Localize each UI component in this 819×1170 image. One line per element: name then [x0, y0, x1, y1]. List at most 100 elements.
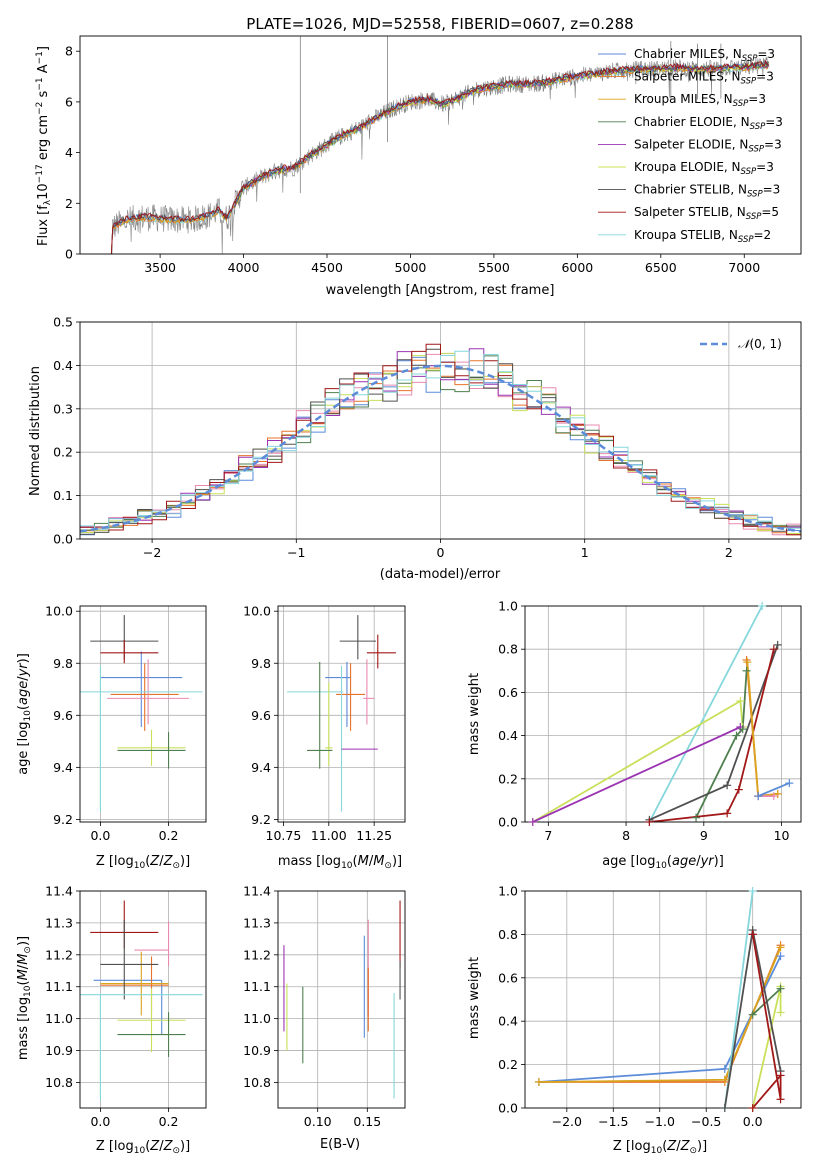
y-tick-label: 11.3: [45, 915, 73, 930]
x-tick-label: 0: [437, 545, 445, 560]
weight-vs-Z-ylabel: mass weight: [467, 957, 482, 1039]
normal-curve: [80, 364, 801, 533]
y-tick-label: 9.4: [251, 760, 271, 775]
weight-vs-age-ylabel: mass weight: [467, 673, 482, 755]
x-tick-label: 0.15: [353, 1114, 381, 1129]
x-tick-label: 6000: [561, 260, 593, 275]
y-tick-label: 0: [65, 247, 73, 262]
x-tick-label: 4000: [228, 260, 260, 275]
plot-area: [80, 615, 203, 812]
y-tick-label: 10.0: [243, 604, 271, 619]
y-tick-label: 1.0: [498, 884, 518, 899]
weight-vs-age-panel: 7 8 9 10 0.0 0.2 0.4 0.6 0.8 1.0: [498, 599, 802, 843]
age-vs-Z-panel: 0.0 0.2 9.2 9.4 9.6 9.8 10.0: [45, 604, 207, 843]
y-tick-label: 9.6: [251, 708, 271, 723]
x-tick-label: 5500: [478, 260, 510, 275]
weight-marker: [720, 1064, 729, 1073]
weight-line: [648, 606, 763, 822]
legend-label: Kroupa STELIB, NSSP=2: [634, 228, 771, 245]
weight-marker: [776, 984, 785, 993]
axes-frame: [524, 890, 802, 1109]
weight-line: [695, 670, 748, 819]
axes-frame: [79, 605, 207, 823]
weight-marker: [720, 1104, 729, 1112]
y-tick-label: 11.0: [243, 1011, 271, 1026]
y-tick-label: 11.2: [243, 947, 271, 962]
y-tick-label: 0.8: [498, 927, 518, 942]
mass-vs-ebv-panel: 0.10 0.15 10.8 10.9 11.0 11.1 11.2 11.3 11.4: [243, 884, 406, 1129]
y-tick-label: 0.0: [498, 815, 518, 830]
weight-marker: [773, 640, 782, 649]
y-tick-label: 0.4: [53, 358, 73, 373]
y-tick-label: 9.4: [53, 760, 73, 775]
y-tick-label: 8: [65, 44, 73, 59]
weight-marker: [769, 645, 778, 654]
weight-marker: [776, 1095, 785, 1104]
age-vs-mass-panel: 10.75 11.00 11.25 9.2 9.4 9.6 9.8 10.0: [243, 604, 406, 843]
y-tick-label: 0.2: [53, 445, 73, 460]
plot-area: [283, 900, 401, 1099]
mass-vs-ebv-xlabel: E(B-V): [320, 1137, 360, 1152]
residuals-panel: −2 −1 0 1 2 0.0 0.1 0.2 0.3 0.4 0.5: [53, 315, 802, 560]
y-tick-label: 10.8: [243, 1075, 271, 1090]
x-tick-label: 7: [544, 828, 552, 843]
y-tick-label: 11.0: [45, 1011, 73, 1026]
y-tick-label: 11.4: [45, 884, 73, 899]
y-tick-label: 0.2: [498, 1057, 518, 1072]
x-tick-label: 10.75: [266, 828, 302, 843]
axes-frame: [79, 35, 802, 255]
y-tick-label: 11.2: [45, 947, 73, 962]
y-tick-label: 0.0: [498, 1101, 518, 1116]
spectrum-title: PLATE=1026, MJD=52558, FIBERID=0607, z=0…: [246, 15, 633, 33]
weight-line: [532, 726, 741, 822]
plot-area: [80, 343, 801, 536]
weight-marker: [534, 1077, 543, 1086]
y-tick-label: 10.8: [45, 1075, 73, 1090]
y-tick-label: 10.9: [243, 1043, 271, 1058]
axes-frame: [79, 890, 207, 1109]
x-tick-label: 0.0: [90, 1114, 110, 1129]
weight-line: [751, 934, 782, 1108]
y-tick-label: 2: [65, 196, 73, 211]
weight-marker: [776, 1008, 785, 1017]
weight-marker: [720, 1075, 729, 1084]
x-tick-label: 0.10: [304, 1114, 332, 1129]
x-tick-label: 10: [774, 828, 790, 843]
x-tick-label: −1.5: [598, 1114, 628, 1129]
y-tick-label: 0.4: [498, 728, 518, 743]
y-tick-label: 0.2: [498, 771, 518, 786]
x-tick-label: −1.0: [645, 1114, 675, 1129]
residuals-ylabel: Normed distribution: [28, 366, 43, 496]
weight-marker: [754, 792, 763, 801]
weight-marker: [736, 697, 745, 706]
x-tick-label: 3500: [144, 260, 176, 275]
y-tick-label: 1.0: [498, 599, 518, 614]
y-tick-label: 9.2: [53, 812, 73, 827]
plot-area: [80, 900, 203, 1101]
weight-marker: [758, 602, 767, 610]
axes-frame: [79, 321, 802, 540]
weight-marker: [743, 658, 752, 667]
y-tick-label: 0.5: [53, 315, 73, 330]
legend-label: Chabrier MILES, NSSP=3: [634, 47, 775, 64]
x-tick-label: 11.25: [356, 828, 392, 843]
weight-marker: [528, 818, 537, 826]
spectrum-ylabel: Flux [fλ10−17 erg cm−2 s−1 A−1]: [35, 46, 53, 246]
x-tick-label: 0.0: [90, 828, 110, 843]
y-tick-label: 4: [65, 145, 73, 160]
age-vs-Z-xlabel: Z [log10(Z/Z⊙)]: [96, 854, 190, 871]
y-tick-label: 9.8: [53, 656, 73, 671]
x-tick-label: 11.00: [311, 828, 347, 843]
weight-marker: [732, 731, 741, 740]
x-tick-label: 5000: [395, 260, 427, 275]
x-tick-label: 7000: [728, 260, 760, 275]
x-tick-label: 0.2: [159, 828, 179, 843]
x-tick-label: −2: [143, 545, 161, 560]
residuals-xlabel: (data-model)/error: [380, 567, 501, 582]
y-tick-label: 0.0: [53, 532, 73, 547]
weight-marker: [785, 779, 794, 788]
mass-vs-Z-ylabel: mass [log10(M/M⊙)]: [16, 936, 33, 1060]
weight-line: [757, 782, 790, 797]
weight-line: [649, 648, 775, 822]
legend-label: Salpeter ELODIE, NSSP=3: [634, 137, 782, 154]
